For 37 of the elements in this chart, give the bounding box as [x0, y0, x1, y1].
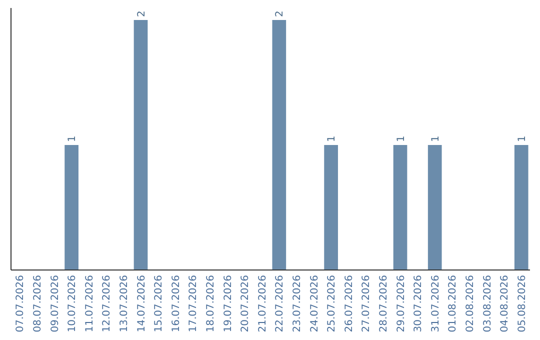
x-tick-label: 23.07.2026 [292, 275, 303, 332]
x-tick-label: 04.08.2026 [500, 275, 511, 332]
x-tick-label: 11.07.2026 [84, 275, 96, 332]
x-tick-label: 22.07.2026 [274, 275, 286, 332]
x-tick-label: 26.07.2026 [344, 275, 355, 332]
x-tick-label: 17.07.2026 [188, 275, 200, 332]
data-label: 1 [516, 136, 528, 142]
x-tick-label: 08.07.2026 [32, 275, 44, 332]
x-tick-label: 28.07.2026 [378, 275, 390, 332]
x-tick-label: 25.07.2026 [326, 275, 338, 332]
x-tick-label: 15.07.2026 [154, 275, 165, 332]
x-tick-label: 03.08.2026 [482, 275, 494, 332]
x-tick-label: 16.07.2026 [170, 275, 182, 332]
x-tick-label: 27.07.2026 [361, 275, 372, 332]
x-tick-label: 30.07.2026 [413, 275, 424, 332]
data-label: 1 [67, 136, 78, 142]
data-label: 2 [136, 10, 148, 17]
x-tick-label: 07.07.2026 [15, 275, 26, 332]
x-tick-label: 12.07.2026 [102, 275, 113, 332]
x-tick-label: 29.07.2026 [396, 275, 407, 332]
x-tick-label: 13.07.2026 [118, 275, 130, 332]
x-tick-label: 09.07.2026 [50, 275, 61, 332]
x-tick-label: 05.08.2026 [516, 275, 528, 332]
x-tick-label: 19.07.2026 [222, 275, 234, 332]
x-tick-label: 31.07.2026 [430, 275, 442, 332]
data-label: 1 [326, 136, 338, 142]
x-tick-label: 18.07.2026 [205, 275, 216, 332]
data-label: 1 [430, 136, 442, 142]
x-tick-label: 01.08.2026 [448, 275, 459, 332]
data-label: 1 [396, 136, 407, 142]
data-label: 2 [274, 10, 286, 17]
x-tick-label: 02.08.2026 [464, 275, 476, 332]
x-tick-label: 14.07.2026 [136, 275, 148, 332]
x-tick-label: 24.07.2026 [309, 275, 320, 332]
x-tick-label: 20.07.2026 [240, 275, 252, 332]
x-tick-label: 10.07.2026 [67, 275, 78, 332]
x-tick-label: 21.07.2026 [257, 275, 268, 332]
